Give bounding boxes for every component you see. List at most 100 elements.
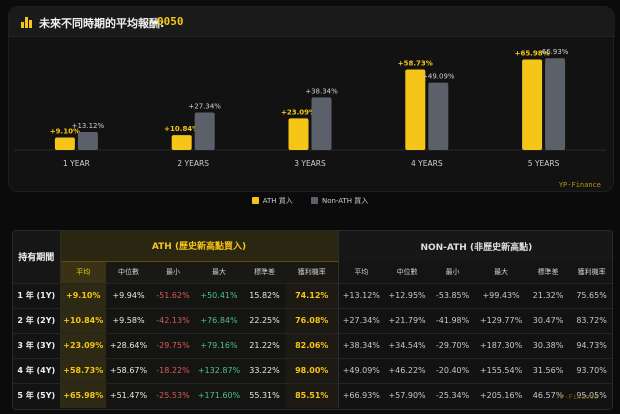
chart-title: 未來不同時期的平均報酬: bbox=[39, 17, 165, 30]
legend-item-ath[interactable]: ATH 買入 bbox=[251, 196, 293, 206]
ath-max-cell: +50.41% bbox=[195, 282, 243, 308]
ath-bar-2 bbox=[171, 135, 192, 150]
ath-stdev-cell: 33.22% bbox=[243, 357, 286, 383]
ath-col-median: 中位數 bbox=[106, 261, 151, 283]
non-ath-max-cell: +99.43% bbox=[475, 282, 528, 308]
ath-mean-cell: +9.10% bbox=[60, 282, 106, 308]
row-label: 4 年 (4Y) bbox=[13, 357, 61, 383]
ath-max-cell: +79.16% bbox=[195, 332, 243, 358]
ath-stdev-cell: 21.22% bbox=[243, 332, 286, 358]
non-ath-bar-5 bbox=[545, 58, 566, 151]
non-ath-bar-label-2: +27.34% bbox=[188, 103, 221, 111]
non-ath-bar-label-3: +38.34% bbox=[305, 87, 338, 95]
x-tick-label-5: 5 YEARS bbox=[528, 159, 560, 168]
non-ath-median-cell: +57.90% bbox=[384, 382, 431, 408]
non-ath-col-mean: 平均 bbox=[337, 261, 385, 283]
x-tick-label-4: 4 YEARS bbox=[411, 159, 443, 168]
ath-median-cell: +51.47% bbox=[106, 382, 151, 408]
ath-min-cell: -51.62% bbox=[151, 282, 195, 308]
non-ath-median-cell: +46.22% bbox=[384, 357, 431, 383]
non-ath-win-rate-cell: 75.65% bbox=[569, 282, 612, 308]
non-ath-stdev-cell: 30.47% bbox=[527, 307, 570, 333]
table-row: 3 年 (3Y) +23.09% +28.64% -29.75% +79.16%… bbox=[13, 332, 612, 358]
non-ath-bar-label-1: +13.12% bbox=[72, 122, 105, 130]
returns-table-container: 持有期間 ATH (歷史新高點買入) NON-ATH (非歷史新高點) 平均 中… bbox=[12, 230, 613, 410]
ath-col-stdev: 標準差 bbox=[243, 261, 286, 283]
ath-win-rate-cell: 82.06% bbox=[286, 332, 339, 358]
non-ath-mean-cell: +49.09% bbox=[337, 357, 385, 383]
ath-bar-5 bbox=[522, 59, 543, 151]
non-ath-bar-1 bbox=[77, 132, 98, 150]
legend-label-ath: ATH 買入 bbox=[262, 197, 293, 205]
non-ath-group-header: NON-ATH (非歷史新高點) bbox=[337, 231, 612, 261]
ath-mean-cell: +23.09% bbox=[60, 332, 106, 358]
non-ath-bar-label-4: +49.09% bbox=[422, 73, 455, 81]
non-ath-col-stdev: 標準差 bbox=[527, 261, 570, 283]
ath-stdev-cell: 15.82% bbox=[243, 282, 286, 308]
ath-win-rate-cell: 98.00% bbox=[286, 357, 339, 383]
chart-header: 未來不同時期的平均報酬: 0050 bbox=[9, 7, 615, 37]
non-ath-col-max: 最大 bbox=[475, 261, 528, 283]
non-ath-min-cell: -20.40% bbox=[430, 357, 476, 383]
non-ath-min-cell: -29.70% bbox=[430, 332, 476, 358]
non-ath-mean-cell: +66.93% bbox=[337, 382, 385, 408]
ath-win-rate-cell: 85.51% bbox=[286, 382, 339, 408]
non-ath-stdev-cell: 46.57% bbox=[527, 382, 570, 408]
non-ath-max-cell: +155.54% bbox=[475, 357, 528, 383]
ath-mean-cell: +10.84% bbox=[60, 307, 106, 333]
non-ath-min-cell: -53.85% bbox=[430, 282, 476, 308]
bar-chart: +9.10%+13.12% 1 YEAR +10.84% +27.34% 2 YEARS… bbox=[14, 48, 606, 168]
table-row: 1 年 (1Y) +9.10% +9.94% -51.62% +50.41% 1… bbox=[13, 282, 612, 308]
non-ath-max-cell: +129.77% bbox=[475, 307, 528, 333]
ath-win-rate-cell: 76.08% bbox=[286, 307, 339, 333]
x-tick-label-3: 3 YEARS bbox=[294, 159, 326, 168]
ath-mean-cell: +58.73% bbox=[60, 357, 106, 383]
non-ath-min-cell: -41.98% bbox=[430, 307, 476, 333]
ath-col-min: 最小 bbox=[151, 261, 195, 283]
table-row: 2 年 (2Y) +10.84% +9.58% -42.13% +76.84% … bbox=[13, 307, 612, 333]
ath-median-cell: +9.94% bbox=[106, 282, 151, 308]
x-tick-label-2: 2 YEARS bbox=[177, 159, 209, 168]
ath-bar-label-2: +10.84% bbox=[164, 125, 199, 133]
ath-win-rate-cell: 74.12% bbox=[286, 282, 339, 308]
row-label: 1 年 (1Y) bbox=[13, 282, 61, 308]
non-ath-median-cell: +21.79% bbox=[384, 307, 431, 333]
non-ath-median-cell: +12.95% bbox=[384, 282, 431, 308]
non-ath-stdev-cell: 21.32% bbox=[527, 282, 570, 308]
ath-max-cell: +171.60% bbox=[195, 382, 243, 408]
non-ath-win-rate-cell: 95.05% bbox=[569, 382, 612, 408]
ath-bar-label-5: +65.98% bbox=[515, 50, 550, 58]
table-watermark: YP-Finance bbox=[555, 393, 598, 401]
non-ath-bar-2 bbox=[194, 112, 215, 150]
ath-min-cell: -29.75% bbox=[151, 332, 195, 358]
ath-col-win-rate: 獲利機率 bbox=[286, 261, 339, 283]
ath-min-cell: -42.13% bbox=[151, 307, 195, 333]
ath-group-header: ATH (歷史新高點買入) bbox=[60, 231, 339, 262]
period-header: 持有期間 bbox=[13, 231, 61, 283]
table-row: 5 年 (5Y) +65.98% +51.47% -25.53% +171.60… bbox=[13, 382, 612, 408]
non-ath-mean-cell: +27.34% bbox=[337, 307, 385, 333]
non-ath-bar-4 bbox=[428, 82, 449, 150]
chart-brand: YP-Finance bbox=[558, 181, 601, 189]
table-row: 4 年 (4Y) +58.73% +58.67% -18.22% +132.87… bbox=[13, 357, 612, 383]
ath-min-cell: -25.53% bbox=[151, 382, 195, 408]
ath-col-max: 最大 bbox=[195, 261, 243, 283]
non-ath-win-rate-cell: 93.70% bbox=[569, 357, 612, 383]
non-ath-bar-3 bbox=[311, 97, 332, 150]
non-ath-stdev-cell: 30.38% bbox=[527, 332, 570, 358]
non-ath-col-min: 最小 bbox=[430, 261, 476, 283]
ath-bar-1 bbox=[54, 137, 75, 150]
ath-bar-3 bbox=[288, 118, 309, 150]
ath-median-cell: +58.67% bbox=[106, 357, 151, 383]
row-label: 3 年 (3Y) bbox=[13, 332, 61, 358]
non-ath-max-cell: +205.16% bbox=[475, 382, 528, 408]
bar-chart-icon bbox=[21, 17, 33, 28]
chart-panel: 未來不同時期的平均報酬: 0050 YP-Finance bbox=[8, 6, 615, 192]
legend-item-non-ath[interactable]: Non-ATH 買入 bbox=[310, 196, 368, 206]
non-ath-median-cell: +34.54% bbox=[384, 332, 431, 358]
ath-median-cell: +9.58% bbox=[106, 307, 151, 333]
ath-bar-label-3: +23.09% bbox=[281, 108, 316, 116]
non-ath-win-rate-cell: 94.73% bbox=[569, 332, 612, 358]
non-ath-mean-cell: +38.34% bbox=[337, 332, 385, 358]
ath-bar-label-4: +58.73% bbox=[398, 59, 433, 67]
